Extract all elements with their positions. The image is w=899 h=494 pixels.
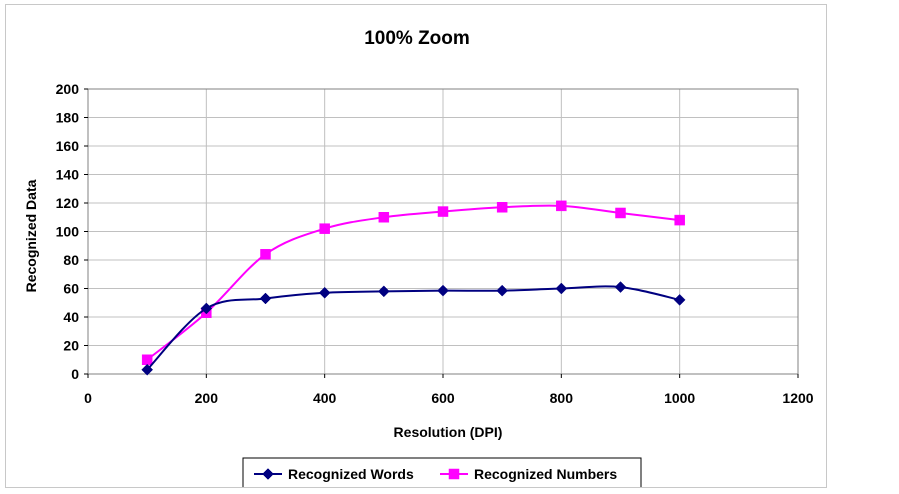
data-point	[377, 285, 390, 298]
line-chart: 100% Zoom 0 20 40 60 80 100 120 140 160 180 200 0 2…	[23, 28, 814, 487]
y-tick-label: 140	[56, 167, 80, 183]
data-point	[260, 249, 271, 260]
y-tick-label: 100	[56, 224, 80, 240]
y-tick-label: 40	[63, 309, 79, 325]
legend-item: Recognized Numbers	[440, 466, 617, 482]
data-point	[674, 214, 685, 226]
y-axis-label: Recognized Data	[23, 179, 39, 292]
chart-title: 100% Zoom	[364, 28, 470, 49]
data-point	[319, 223, 330, 234]
data-point	[496, 202, 508, 213]
y-tick-label: 160	[56, 138, 80, 154]
data-point	[437, 206, 449, 217]
data-point	[437, 284, 449, 297]
x-tick-label: 0	[84, 390, 92, 406]
y-tick-label: 120	[56, 195, 80, 211]
data-point	[614, 281, 627, 293]
data-point	[556, 200, 567, 212]
legend-items: Recognized Words Recognized Numbers	[254, 466, 617, 482]
data-point	[259, 292, 272, 305]
gridlines	[87, 88, 799, 375]
x-tick-label: 600	[431, 390, 455, 406]
y-tick-label: 0	[71, 366, 79, 382]
series-line	[146, 285, 680, 371]
legend-label: Recognized Words	[288, 466, 414, 482]
series-1	[141, 200, 685, 365]
data-point	[318, 286, 331, 299]
data-point	[555, 282, 568, 295]
y-tick-label: 20	[63, 338, 79, 354]
x-tick-label: 200	[195, 390, 219, 406]
x-tick-label: 400	[313, 390, 337, 406]
x-tick-label: 1200	[782, 390, 813, 406]
legend-marker	[262, 468, 274, 480]
data-point	[673, 294, 686, 306]
series-0	[141, 281, 686, 376]
x-tick-label: 800	[550, 390, 574, 406]
y-axis-ticks: 0 20 40 60 80 100 120 140 160 180 200	[56, 81, 88, 382]
data-point	[141, 354, 153, 365]
series-layer	[141, 200, 686, 376]
data-point	[141, 363, 154, 376]
y-tick-label: 80	[63, 252, 79, 268]
data-point	[200, 302, 213, 315]
x-axis-label: Resolution (DPI)	[394, 424, 503, 440]
x-tick-label: 1000	[664, 390, 695, 406]
legend-item: Recognized Words	[254, 466, 414, 482]
data-point	[615, 207, 626, 219]
data-point	[378, 212, 390, 223]
series-line	[146, 204, 680, 361]
y-tick-label: 180	[56, 110, 80, 126]
data-point	[496, 284, 509, 297]
chart-frame: 100% Zoom 0 20 40 60 80 100 120 140 160 180 200 0 2…	[5, 4, 827, 488]
x-axis-ticks: 0 200 400 600 800 1000 1200	[84, 374, 814, 406]
legend	[242, 457, 642, 487]
legend-marker	[448, 468, 460, 480]
legend-label: Recognized Numbers	[474, 466, 617, 482]
y-tick-label: 60	[63, 281, 79, 297]
y-tick-label: 200	[56, 81, 80, 97]
